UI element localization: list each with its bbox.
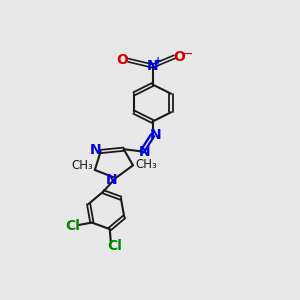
Text: N: N (90, 143, 101, 157)
Text: N: N (139, 145, 151, 159)
Text: N: N (147, 59, 158, 73)
Text: −: − (183, 48, 193, 61)
Text: Cl: Cl (65, 219, 80, 233)
Text: N: N (150, 128, 161, 142)
Text: O: O (116, 53, 128, 67)
Text: CH₃: CH₃ (136, 158, 157, 171)
Text: N: N (106, 173, 117, 187)
Text: O: O (174, 50, 186, 64)
Text: CH₃: CH₃ (71, 159, 93, 172)
Text: Cl: Cl (107, 239, 122, 253)
Text: +: + (154, 56, 162, 66)
